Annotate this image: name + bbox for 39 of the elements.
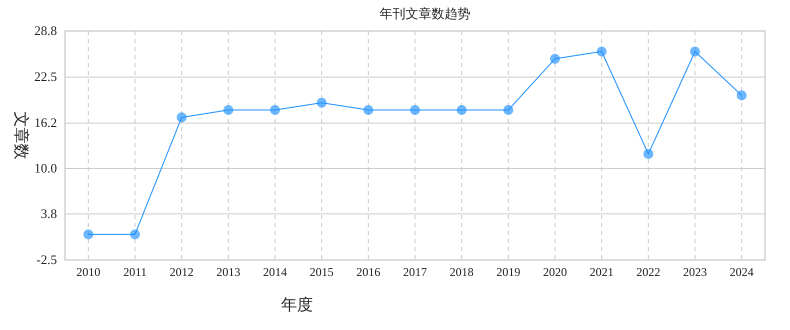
x-tick-label: 2013 <box>216 265 240 279</box>
x-tick-label: 2018 <box>450 265 474 279</box>
point <box>130 229 140 240</box>
point <box>736 90 747 100</box>
y-tick-label: 3.8 <box>40 206 57 221</box>
point <box>503 105 514 116</box>
y-tick-label: 28.8 <box>34 23 57 38</box>
point <box>223 105 234 116</box>
y-tick-label: 22.5 <box>34 69 57 84</box>
x-tick-label: 2022 <box>636 265 660 279</box>
x-tick-label: 2014 <box>263 265 287 279</box>
x-tick-label: 2017 <box>403 265 427 279</box>
x-tick-label: 2024 <box>730 265 754 279</box>
point <box>643 148 654 159</box>
y-tick-label: -2.5 <box>36 252 57 267</box>
x-tick-label: 2010 <box>76 265 100 279</box>
chart-title: 年刊文章数趋势 <box>380 6 470 21</box>
x-axis-title: 年度 <box>281 296 313 314</box>
x-tick-label: 2021 <box>590 265 614 279</box>
y-axis-title: 文章数 <box>12 112 30 160</box>
point <box>270 105 280 116</box>
x-tick-label: 2020 <box>543 265 567 279</box>
point <box>550 54 560 64</box>
point <box>596 46 607 56</box>
x-tick-label: 2015 <box>310 265 334 279</box>
x-tick-label: 2012 <box>170 265 194 279</box>
point <box>176 112 187 122</box>
point <box>456 105 467 116</box>
x-tick-label: 2019 <box>496 265 520 279</box>
x-tick-label: 2016 <box>356 265 380 279</box>
y-tick-label: 16.2 <box>34 115 57 130</box>
x-tick-label: 2023 <box>683 265 707 279</box>
point <box>690 46 700 56</box>
point <box>363 105 374 116</box>
point <box>316 98 327 108</box>
point <box>410 105 420 116</box>
point <box>83 229 94 240</box>
x-tick-label: 2011 <box>123 265 147 279</box>
y-tick-label: 10.0 <box>34 160 57 176</box>
